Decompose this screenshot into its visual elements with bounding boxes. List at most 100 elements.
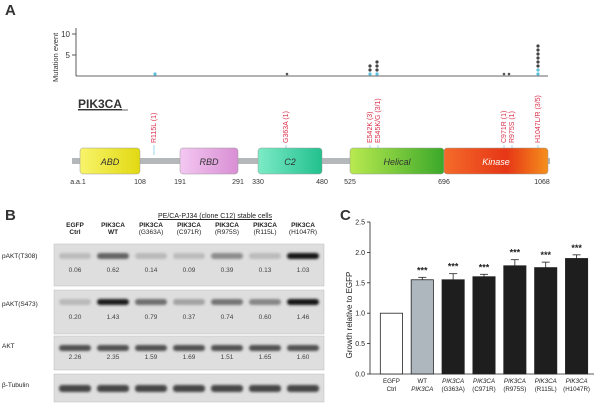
quant-value: 0.14 bbox=[144, 267, 158, 274]
growth-bar-chart: Growth relative to EGFP 0.0 0.5 1.0 1.5 2.0 2… bbox=[345, 220, 594, 393]
mutation-y-tick-label-5: 5 bbox=[66, 51, 71, 60]
chart-x-tick-label: (R975S) bbox=[503, 386, 526, 393]
blot-row-label-beta-tubulin: β-Tubulin bbox=[2, 382, 29, 389]
blot-band bbox=[135, 299, 167, 305]
blot-band bbox=[135, 385, 167, 392]
aa-position-291: 291 bbox=[232, 179, 244, 186]
chart-y-axis-label: Growth relative to EGFP bbox=[345, 272, 354, 359]
domain-label-helical: Helical bbox=[383, 157, 411, 167]
chart-x-tick-label: WT bbox=[417, 378, 427, 385]
quant-value: 0.13 bbox=[258, 267, 272, 274]
chart-y-tick-label: 0.0 bbox=[355, 372, 365, 379]
chart-x-tick-label: PIK3CA bbox=[535, 378, 557, 385]
chart-x-tick-label: (G363A) bbox=[441, 386, 464, 393]
blot-band bbox=[211, 385, 243, 392]
blot-band bbox=[211, 299, 243, 305]
aa-position-1: a.a.1 bbox=[70, 179, 86, 186]
panel-a-letter: A bbox=[5, 2, 16, 19]
blot-band bbox=[249, 385, 281, 392]
chart-x-tick-label: PIK3CA bbox=[411, 386, 433, 393]
chart-bar bbox=[410, 279, 434, 375]
aa-position-480: 480 bbox=[316, 179, 328, 186]
quant-value: 1.69 bbox=[182, 354, 196, 361]
blot-band bbox=[249, 299, 281, 305]
domain-rbd bbox=[179, 147, 239, 175]
blot-band bbox=[173, 385, 205, 392]
chart-bar bbox=[503, 265, 527, 375]
quant-value: 0.62 bbox=[106, 267, 120, 274]
chart-bar bbox=[472, 276, 496, 375]
mutation-y-axis-label: Mutation event bbox=[51, 32, 60, 82]
chart-bar bbox=[441, 279, 465, 375]
quant-value: 2.26 bbox=[68, 354, 82, 361]
quant-value: 1.43 bbox=[106, 314, 120, 321]
aa-position-1068: 1068 bbox=[534, 179, 550, 186]
mutation-label-h1047: H1047L/R (3/5) bbox=[535, 95, 542, 143]
panel-b-letter: B bbox=[5, 207, 16, 224]
quant-value: 1.59 bbox=[144, 354, 158, 361]
chart-x-tick-label: (R115L) bbox=[535, 386, 557, 393]
blot-row-label-pakt-s473: pAKT(S473) bbox=[2, 301, 38, 308]
blot-column-h1047r: PIK3CA (H1047R) bbox=[288, 222, 318, 236]
chart-x-tick-label: PIK3CA bbox=[442, 378, 464, 385]
blot-column-g363a: PIK3CA (G363A) bbox=[138, 222, 164, 236]
mutation-marker-e545k bbox=[375, 72, 379, 76]
blot-strip-pakt-t308 bbox=[53, 243, 325, 287]
mutation-marker-e545k bbox=[375, 64, 379, 68]
chart-significance-label: *** bbox=[417, 265, 428, 275]
chart-x-tick-label: PIK3CA bbox=[566, 378, 588, 385]
domain-label-c2: C2 bbox=[284, 157, 296, 167]
mutation-marker-e542k bbox=[368, 64, 372, 68]
chart-x-tick-label: PIK3CA bbox=[504, 378, 526, 385]
blot-band bbox=[97, 345, 129, 351]
chart-significance-label: *** bbox=[448, 262, 459, 272]
domain-label-rbd: RBD bbox=[199, 157, 219, 167]
mutation-labels: R115L (1) G363A (1) E542K (3) E545K/G (3… bbox=[151, 95, 542, 143]
domain-label-abd: ABD bbox=[100, 157, 120, 167]
mutation-label-r975s: R975S (1) bbox=[509, 111, 516, 143]
domain-label-kinase: Kinase bbox=[482, 157, 510, 167]
blot-column-wt: PIK3CA WT bbox=[101, 222, 125, 236]
quant-value: 0.20 bbox=[68, 314, 82, 321]
mutation-label-r115l: R115L (1) bbox=[151, 113, 158, 143]
mutation-marker-e542k bbox=[368, 68, 372, 72]
blot-column-headers: EGFP Ctrl PIK3CA WT PIK3CA (G363A) PIK3CA (C… bbox=[56, 222, 322, 240]
quant-value: 1.03 bbox=[296, 267, 310, 274]
blot-row-label-akt: AKT bbox=[2, 343, 15, 350]
blot-band bbox=[59, 345, 91, 351]
blot-strip-pakt-s473 bbox=[53, 289, 325, 335]
western-blot bbox=[53, 243, 325, 403]
chart-x-tick-label: PIK3CA bbox=[473, 378, 495, 385]
blot-band bbox=[287, 253, 319, 259]
mutation-label-e545k: E545K/G (3/1) bbox=[375, 98, 382, 143]
blot-column-r975s: PIK3CA (R975S) bbox=[214, 222, 240, 236]
quant-value: 0.09 bbox=[182, 267, 196, 274]
chart-x-tick-label: (H1047R) bbox=[563, 386, 590, 393]
blot-band bbox=[249, 345, 281, 351]
mutation-marker-e542k bbox=[368, 72, 372, 76]
blot-band bbox=[59, 253, 91, 259]
chart-x-tick-label: (C971R) bbox=[472, 386, 495, 393]
mutation-marker-r975s bbox=[507, 72, 511, 76]
chart-significance-label: *** bbox=[540, 250, 551, 260]
blot-band bbox=[249, 253, 281, 259]
mutation-marker-e545k bbox=[375, 68, 379, 72]
domain-kinase bbox=[443, 147, 549, 175]
chart-bar bbox=[379, 312, 403, 375]
mutation-label-g363a: G363A (1) bbox=[283, 111, 290, 143]
blot-band bbox=[173, 253, 205, 259]
blot-band bbox=[211, 345, 243, 351]
mutation-map: 10 5 Mutation event PIK3CA R115L (1) bbox=[51, 28, 550, 186]
quant-value: 0.79 bbox=[144, 314, 158, 321]
aa-positions: a.a.1 108 191 291 330 480 525 696 1068 bbox=[70, 179, 550, 186]
quant-value: 0.60 bbox=[258, 314, 272, 321]
chart-x-tick-label: Ctrl bbox=[387, 386, 397, 393]
aa-position-525: 525 bbox=[344, 179, 356, 186]
chart-significance-label: *** bbox=[571, 243, 582, 253]
aa-position-696: 696 bbox=[438, 179, 450, 186]
mutation-marker-e545k bbox=[375, 60, 379, 64]
blot-strip-akt bbox=[53, 335, 325, 371]
mutation-label-c971r: C971R (1) bbox=[501, 111, 508, 143]
mutation-y-tick-label-10: 10 bbox=[61, 30, 70, 39]
mutation-marker-r115l bbox=[153, 72, 157, 76]
